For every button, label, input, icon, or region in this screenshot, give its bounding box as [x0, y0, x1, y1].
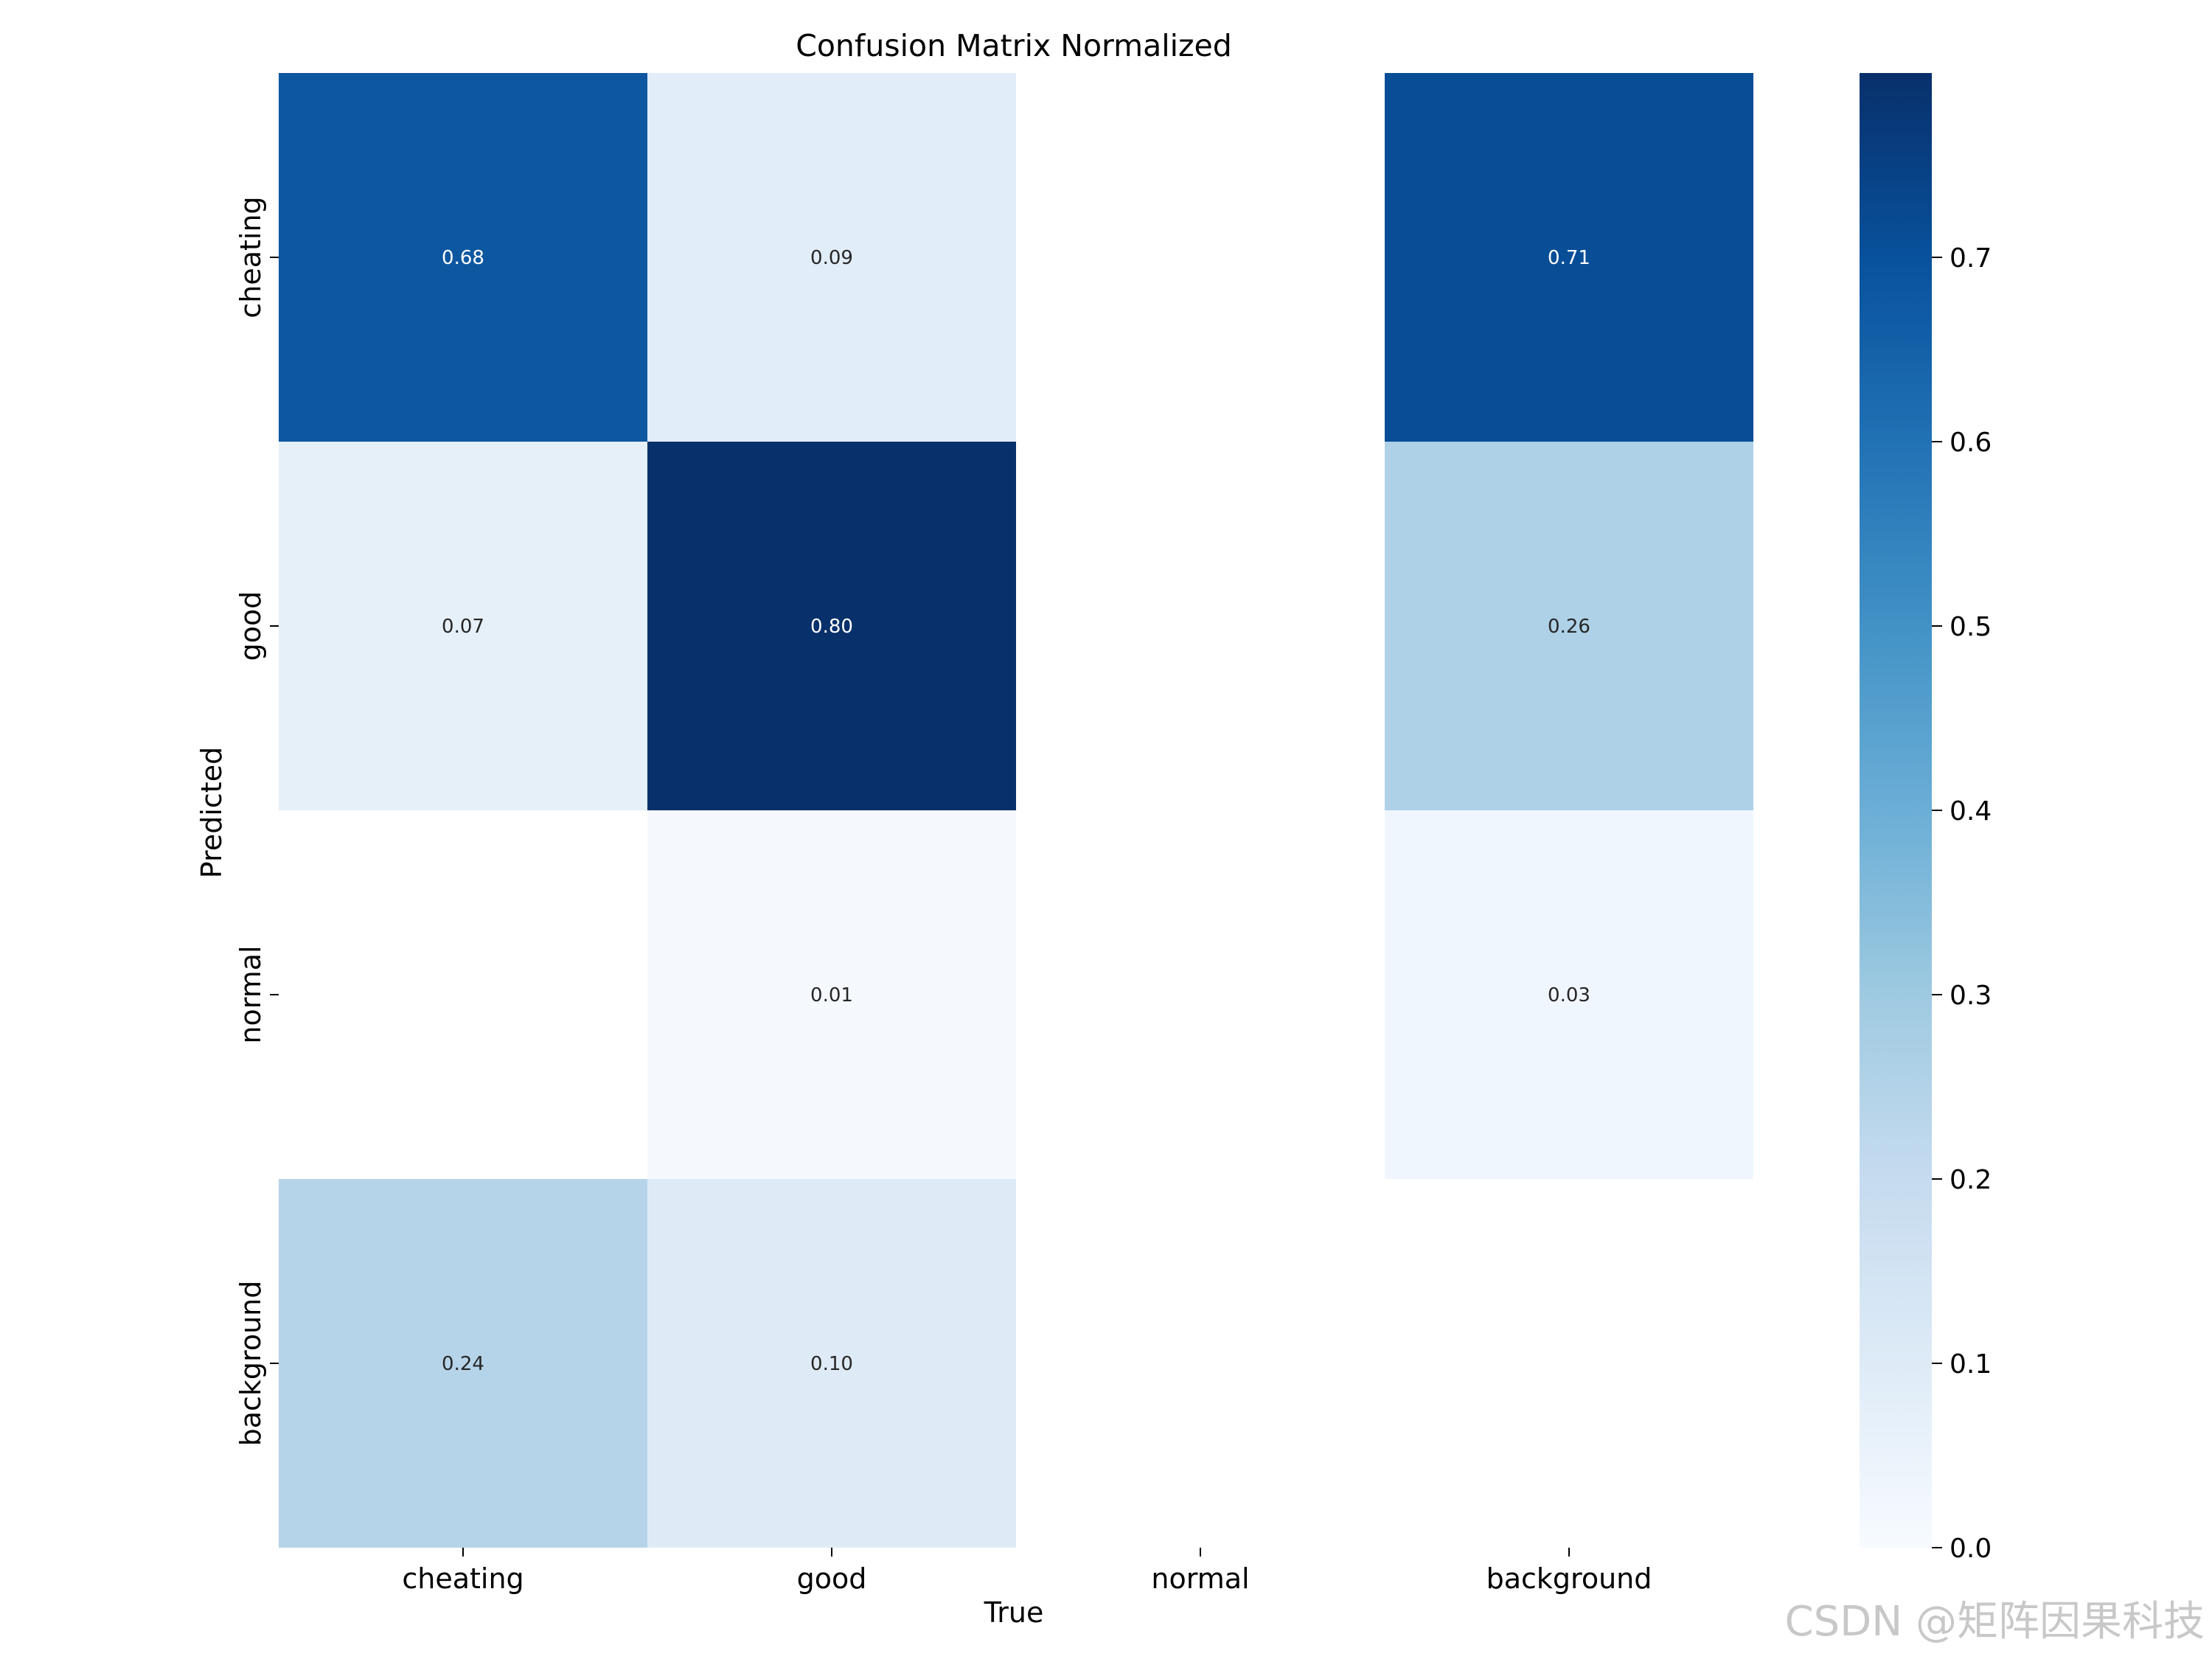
colorbar-tick-label: 0.7 — [1950, 243, 1992, 274]
colorbar: 0.0 0.1 0.2 0.3 0.4 0.5 0.6 0.7 — [1860, 73, 1992, 1564]
y-tick-label-good: good — [234, 591, 267, 661]
cell-value-background-good: 0.10 — [810, 1353, 853, 1375]
colorbar-tick-label: 0.2 — [1950, 1165, 1992, 1195]
x-tick-label-cheating: cheating — [402, 1562, 524, 1595]
y-axis-ticks: cheating good normal background — [234, 196, 279, 1446]
y-tick-label-normal: normal — [234, 945, 267, 1043]
colorbar-tick-label: 0.1 — [1950, 1349, 1992, 1380]
colorbar-tick-label: 0.3 — [1950, 981, 1992, 1011]
x-tick-label-normal: normal — [1151, 1562, 1249, 1595]
cell-value-normal-background: 0.03 — [1548, 984, 1590, 1006]
heatmap-cell-cheating-good — [647, 73, 1016, 442]
cell-value-background-cheating: 0.24 — [442, 1353, 484, 1375]
cell-value-good-good: 0.80 — [810, 616, 853, 638]
heatmap-cell-background-good — [647, 1179, 1016, 1548]
cell-value-cheating-background: 0.71 — [1548, 247, 1590, 269]
x-axis-ticks: cheating good normal background — [402, 1548, 1652, 1595]
colorbar-tick-label: 0.5 — [1950, 612, 1992, 642]
colorbar-tick-label: 0.4 — [1950, 796, 1992, 827]
watermark: CSDN @矩阵因果科技 — [1785, 1598, 2205, 1646]
heatmap-cell-cheating-background — [1385, 73, 1753, 442]
cell-value-cheating-good: 0.09 — [810, 247, 853, 269]
x-axis-label: True — [984, 1596, 1044, 1629]
x-tick-label-background: background — [1486, 1562, 1652, 1595]
y-axis-label: Predicted — [195, 747, 228, 878]
y-tick-label-background: background — [234, 1281, 267, 1447]
colorbar-tick-label: 0.0 — [1950, 1534, 1992, 1564]
heatmap-cell-background-cheating — [279, 1179, 647, 1548]
heatmap-cell-normal-good — [647, 810, 1016, 1179]
cell-value-good-background: 0.26 — [1548, 616, 1590, 638]
colorbar-gradient — [1860, 73, 1932, 1548]
cell-value-normal-good: 0.01 — [810, 984, 853, 1006]
cell-value-cheating-cheating: 0.68 — [442, 247, 484, 269]
cell-value-good-cheating: 0.07 — [442, 616, 484, 638]
heatmap-cell-good-cheating — [279, 442, 647, 810]
x-tick-label-good: good — [797, 1562, 867, 1595]
colorbar-tick-label: 0.6 — [1950, 428, 1992, 458]
heatmap-cell-good-good — [647, 442, 1016, 810]
chart-title: Confusion Matrix Normalized — [796, 28, 1232, 63]
heatmap-cell-cheating-cheating — [279, 73, 647, 442]
heatmap-cells: 0.68 0.09 0.71 0.07 0.80 0.26 0.01 0.03 0.24 0.10 — [279, 73, 1753, 1548]
heatmap-cell-good-background — [1385, 442, 1753, 810]
heatmap-cell-normal-background — [1385, 810, 1753, 1179]
y-tick-label-cheating: cheating — [234, 196, 267, 318]
